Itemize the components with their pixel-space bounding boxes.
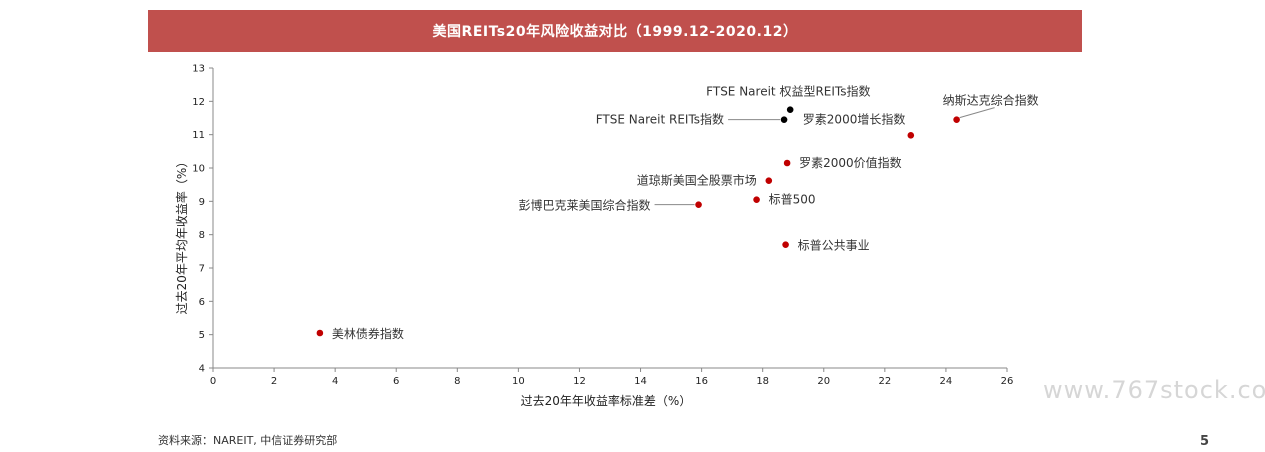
- x-axis-label: 过去20年年收益率标准差（%）: [521, 393, 692, 408]
- x-tick-label: 8: [454, 376, 460, 387]
- y-tick-label: 9: [199, 197, 205, 208]
- y-tick-label: 10: [192, 164, 205, 175]
- data-point: [780, 116, 788, 123]
- x-tick-label: 20: [817, 376, 830, 387]
- chart-axes: [212, 68, 1007, 369]
- y-axis-label: 过去20年平均年收益率（%）: [174, 156, 189, 315]
- watermark-text: www.767stock.com: [1043, 376, 1265, 404]
- y-tick-label: 11: [192, 130, 205, 141]
- data-point-label: 标普公共事业: [798, 239, 870, 253]
- x-tick-label: 6: [393, 376, 399, 387]
- source-note: 资料来源：NAREIT, 中信证券研究部: [158, 434, 338, 447]
- data-point-label: 罗素2000价值指数: [799, 155, 902, 170]
- chart-title-banner: 美国REITs20年风险收益对比（1999.12-2020.12）: [148, 10, 1082, 52]
- data-point: [786, 106, 794, 113]
- page-number: 5: [1200, 434, 1210, 449]
- chart-point-labels: FTSE Nareit 权益型REITs指数 FTSE Nareit REITs指…: [332, 84, 1039, 341]
- x-tick-label: 14: [634, 376, 647, 387]
- data-point: [765, 177, 773, 184]
- x-tick-label: 0: [210, 376, 216, 387]
- x-tick-label: 16: [695, 376, 708, 387]
- data-point: [316, 329, 324, 337]
- data-point-label: 纳斯达克综合指数: [943, 93, 1039, 108]
- y-tick-label: 13: [192, 64, 205, 75]
- y-tick-label: 12: [192, 97, 205, 108]
- x-tick-label: 22: [878, 376, 891, 387]
- x-tick-label: 26: [1001, 376, 1014, 387]
- data-point-label: 罗素2000增长指数: [803, 111, 906, 126]
- data-point: [695, 201, 702, 208]
- x-tick-label: 18: [756, 376, 769, 387]
- data-point: [907, 132, 915, 139]
- y-tick-label: 8: [199, 230, 205, 241]
- data-point-label: 美林债券指数: [332, 326, 404, 341]
- x-tick-label: 12: [573, 376, 586, 387]
- chart-points: [316, 106, 960, 337]
- x-tick-label: 2: [271, 376, 277, 387]
- y-tick-label: 6: [199, 297, 205, 308]
- x-tick-label: 4: [332, 376, 338, 387]
- x-tick-label: 24: [940, 376, 953, 387]
- data-point: [753, 196, 760, 203]
- data-point-label: 标普500: [769, 193, 816, 207]
- data-point: [953, 116, 960, 123]
- data-point: [782, 241, 789, 248]
- chart-title: 美国REITs20年风险收益对比（1999.12-2020.12）: [432, 24, 798, 40]
- x-tick-label: 10: [512, 376, 525, 387]
- data-point: [783, 159, 791, 167]
- data-point-label: FTSE Nareit REITs指数: [596, 112, 724, 127]
- y-tick-label: 7: [199, 264, 205, 275]
- y-tick-label: 5: [199, 330, 205, 341]
- data-point-label: FTSE Nareit 权益型REITs指数: [706, 84, 870, 99]
- leader-line: [959, 107, 995, 119]
- chart-leader-lines: [654, 107, 995, 206]
- y-tick-label: 4: [199, 364, 205, 375]
- data-point-label: 道琼斯美国全股票市场: [637, 173, 757, 188]
- data-point-label: 彭博巴克莱美国综合指数: [519, 198, 651, 213]
